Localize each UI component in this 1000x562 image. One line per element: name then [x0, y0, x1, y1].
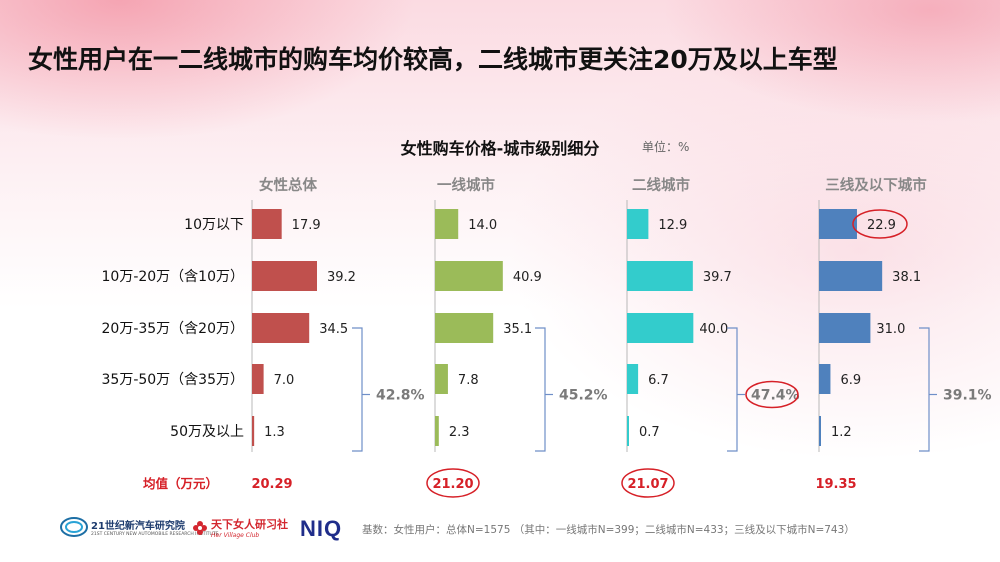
her-village-sub: Her Village Club: [211, 532, 260, 539]
data-label-2-0: 12.9: [658, 218, 687, 233]
bar-1-1: [435, 261, 503, 291]
mean-value-0: 20.29: [251, 477, 292, 492]
column-header-0: 女性总体: [259, 176, 317, 194]
bar-1-4: [435, 416, 439, 446]
bracket-3: [919, 327, 930, 452]
data-label-1-2: 35.1: [503, 322, 532, 337]
data-label-3-0: 22.9: [867, 218, 896, 233]
data-label-1-4: 2.3: [449, 425, 470, 440]
flower-icon: [193, 520, 207, 535]
category-label-1: 10万-20万（含10万）: [102, 269, 245, 285]
bar-1-2: [435, 313, 494, 343]
data-label-1-0: 14.0: [468, 218, 497, 233]
data-label-0-2: 34.5: [319, 322, 348, 337]
bar-0-0: [252, 209, 282, 239]
data-label-0-0: 17.9: [292, 218, 321, 233]
mean-value-1: 21.20: [432, 477, 473, 492]
bracket-2: [727, 327, 738, 452]
bar-3-2: [819, 313, 871, 343]
bracket-0: [352, 327, 363, 452]
data-label-1-1: 40.9: [513, 270, 542, 285]
data-label-0-3: 7.0: [274, 373, 295, 388]
data-label-2-3: 6.7: [648, 373, 669, 388]
page-headline: 女性用户在一二线城市的购车均价较高，二线城市更关注20万及以上车型: [28, 45, 838, 74]
column-header-1: 一线城市: [437, 176, 495, 194]
bracket-total-1: 45.2%: [559, 388, 608, 404]
column-header-2: 二线城市: [632, 176, 690, 194]
bar-2-4: [627, 416, 629, 446]
data-label-3-1: 38.1: [892, 270, 921, 285]
footer-note: 基数：女性用户：总体N=1575 （其中：一线城市N=399；二线城市N=433…: [362, 524, 855, 536]
data-label-2-1: 39.7: [703, 270, 732, 285]
bar-0-3: [252, 364, 264, 394]
mean-value-3: 19.35: [815, 477, 856, 492]
bar-0-1: [252, 261, 317, 291]
bracket-total-3: 39.1%: [943, 388, 992, 404]
bar-2-2: [627, 313, 694, 343]
bar-chart: 10万以下 10万-20万（含10万） 20万-35万（含20万） 35万-50万（含…: [102, 176, 992, 498]
bar-2-3: [627, 364, 639, 394]
data-label-0-4: 1.3: [264, 425, 285, 440]
bracket-total-2: 47.4%: [751, 388, 800, 404]
highlight-circle-mean-1: [426, 468, 480, 498]
bar-0-4: [252, 416, 255, 446]
highlight-circle-mean-2: [621, 468, 675, 498]
data-label-2-4: 0.7: [639, 425, 660, 440]
bar-3-3: [819, 364, 831, 394]
data-label-1-3: 7.8: [458, 373, 479, 388]
bar-0-2: [252, 313, 310, 343]
her-village-name: 天下女人研习社: [211, 518, 288, 531]
unit-label: 单位：%: [642, 140, 690, 154]
data-label-0-1: 39.2: [327, 270, 356, 285]
category-label-3: 35万-50万（含35万）: [102, 372, 245, 388]
highlight-circle-bracket-2: [745, 380, 799, 409]
bar-2-1: [627, 261, 693, 291]
niq-logo: NIQ: [300, 516, 343, 541]
data-label-3-2: 31.0: [876, 322, 905, 337]
bar-3-0: [819, 209, 857, 239]
mean-label: 均值（万元）: [143, 476, 218, 491]
institute-logo: 21世纪新汽车研究院 21ST CENTURY NEW AUTOMOBILE R…: [60, 516, 218, 538]
bracket-total-0: 42.8%: [376, 388, 425, 404]
institute-sub: 21ST CENTURY NEW AUTOMOBILE RESEARCH INS…: [91, 532, 219, 537]
category-label-4: 50万及以上: [170, 424, 244, 440]
data-label-3-3: 6.9: [840, 373, 861, 388]
bar-1-0: [435, 209, 459, 239]
institute-emblem-icon: [60, 517, 88, 537]
category-label-2: 20万-35万（含20万）: [102, 321, 245, 337]
bar-3-4: [819, 416, 821, 446]
highlight-circle-value-3: [852, 209, 908, 239]
bar-2-0: [627, 209, 649, 239]
column-header-3: 三线及以下城市: [825, 176, 927, 194]
institute-name: 21世纪新汽车研究院: [91, 521, 185, 532]
her-village-logo: 天下女人研习社 Her Village Club: [192, 516, 288, 539]
bar-3-1: [819, 261, 883, 291]
bracket-1: [535, 327, 546, 452]
mean-value-2: 21.07: [627, 477, 668, 492]
data-label-2-2: 40.0: [699, 322, 728, 337]
chart-title: 女性购车价格-城市级别细分: [400, 139, 600, 158]
data-label-3-4: 1.2: [831, 425, 852, 440]
bar-1-3: [435, 364, 448, 394]
category-label-0: 10万以下: [184, 217, 244, 233]
